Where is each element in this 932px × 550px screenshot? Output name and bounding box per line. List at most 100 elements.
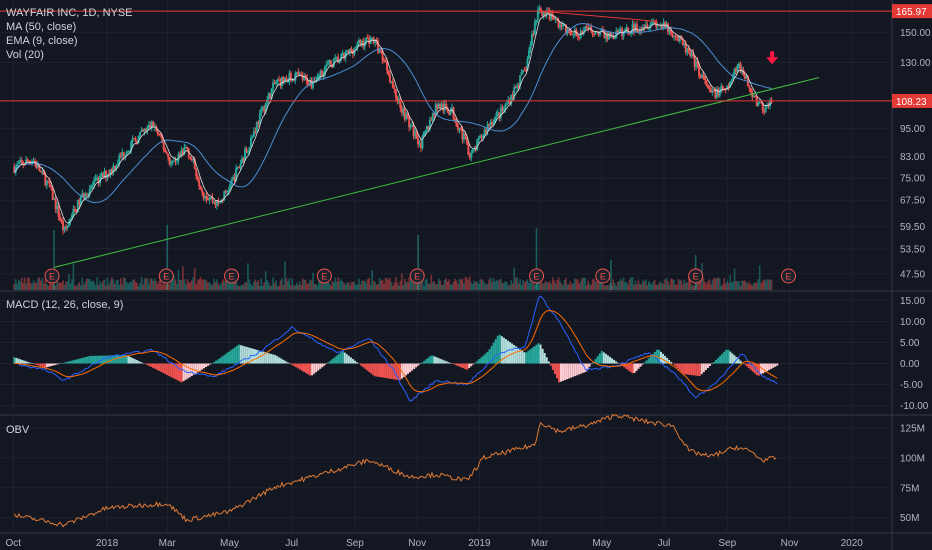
macd-histogram-bar <box>351 359 354 364</box>
candle-body <box>606 34 609 40</box>
volume-bar <box>352 281 354 290</box>
candle-body <box>76 200 79 213</box>
ma-legend[interactable]: MA (50, close) <box>6 21 77 33</box>
candle-body <box>507 99 510 104</box>
candle-body <box>721 86 724 89</box>
volume-bar <box>111 277 113 290</box>
volume-bar <box>85 278 88 290</box>
volume-bar <box>485 284 487 290</box>
macd-histogram-bar <box>541 348 544 364</box>
volume-bar <box>90 281 92 290</box>
volume-bar <box>566 284 569 290</box>
volume-bar <box>545 282 548 290</box>
candle-body <box>418 143 421 145</box>
volume-bar <box>591 279 594 290</box>
volume-bar <box>398 285 400 290</box>
macd-histogram-bar <box>135 359 138 364</box>
candle-body <box>103 171 106 178</box>
volume-bar <box>599 279 601 290</box>
macd-histogram-bar <box>396 363 399 381</box>
volume-bar <box>520 284 523 290</box>
candle-body <box>394 89 397 98</box>
macd-histogram-bar <box>576 363 579 376</box>
macd-histogram-bar <box>300 363 303 371</box>
candle-body <box>340 54 343 60</box>
candle-body <box>705 80 708 85</box>
volume-bar <box>291 278 294 290</box>
volume-bar <box>152 280 155 290</box>
macd-histogram-bar <box>749 363 752 370</box>
volume-bar <box>245 282 248 290</box>
macd-legend[interactable]: MACD (12, 26, close, 9) <box>6 298 123 312</box>
volume-bar <box>63 284 66 290</box>
volume-bar <box>211 284 214 290</box>
macd-histogram-bar <box>382 363 385 378</box>
volume-legend[interactable]: Vol (20) <box>6 49 44 61</box>
volume-bar <box>560 283 563 290</box>
macd-histogram-bar <box>627 363 630 371</box>
candle-body <box>25 159 28 165</box>
macd-histogram-bar <box>604 353 607 364</box>
volume-bar <box>48 277 51 290</box>
macd-histogram-bar <box>484 353 487 364</box>
macd-histogram-bar <box>50 363 53 367</box>
volume-bar <box>704 281 706 290</box>
volume-bar <box>350 281 353 290</box>
macd-histogram-bar <box>52 363 55 366</box>
macd-histogram-bar <box>358 363 361 365</box>
volume-bar <box>713 277 715 290</box>
macd-histogram-bar <box>439 358 442 364</box>
candle-body <box>702 75 705 78</box>
volume-bar <box>452 281 455 290</box>
candle-body <box>180 150 183 155</box>
volume-bar <box>298 281 301 290</box>
volume-bar <box>511 283 514 290</box>
volume-bar <box>202 279 205 290</box>
volume-bar <box>594 281 597 290</box>
symbol-title[interactable]: WAYFAIR INC, 1D, NYSE <box>6 7 133 19</box>
volume-bar <box>250 283 252 290</box>
candle-body <box>174 160 177 162</box>
candle-body <box>198 180 201 187</box>
macd-histogram-bar <box>90 355 93 364</box>
macd-histogram-bar <box>241 345 244 364</box>
ema-legend[interactable]: EMA (9, close) <box>6 35 78 47</box>
candle-body <box>499 107 502 118</box>
volume-bar <box>671 278 674 290</box>
candle-body <box>709 88 712 93</box>
volume-bar <box>66 281 69 290</box>
candle-body <box>317 75 320 77</box>
candle-body <box>208 198 211 201</box>
volume-bar <box>575 279 578 290</box>
macd-histogram-bar <box>606 355 609 364</box>
volume-bar <box>156 283 159 290</box>
candle-body <box>306 77 309 85</box>
volume-bar <box>355 285 357 290</box>
macd-histogram-bar <box>494 339 497 364</box>
candle-body <box>465 136 468 145</box>
candle-body <box>233 176 236 182</box>
volume-bar <box>557 277 560 290</box>
volume-bar <box>127 283 129 290</box>
macd-histogram-bar <box>613 359 616 364</box>
obv-legend[interactable]: OBV <box>6 423 29 437</box>
macd-histogram-bar <box>474 362 477 364</box>
macd-histogram-bar <box>710 363 713 365</box>
macd-histogram-bar <box>286 362 289 364</box>
candle-body <box>377 41 380 53</box>
macd-histogram-bar <box>203 363 206 369</box>
volume-bar <box>491 281 493 290</box>
candle-body <box>448 111 451 115</box>
candle-body <box>177 154 180 161</box>
candle-body <box>85 194 88 196</box>
volume-bar <box>347 282 350 290</box>
macd-histogram-bar <box>39 363 42 367</box>
price-level-label: 165.97 <box>896 7 927 18</box>
volume-bar <box>758 265 761 290</box>
macd-histogram-bar <box>415 363 418 368</box>
candle-body <box>591 30 594 34</box>
candle-body <box>556 18 559 21</box>
candle-body <box>408 117 411 128</box>
candle-body <box>522 70 525 73</box>
candle-body <box>511 95 514 97</box>
